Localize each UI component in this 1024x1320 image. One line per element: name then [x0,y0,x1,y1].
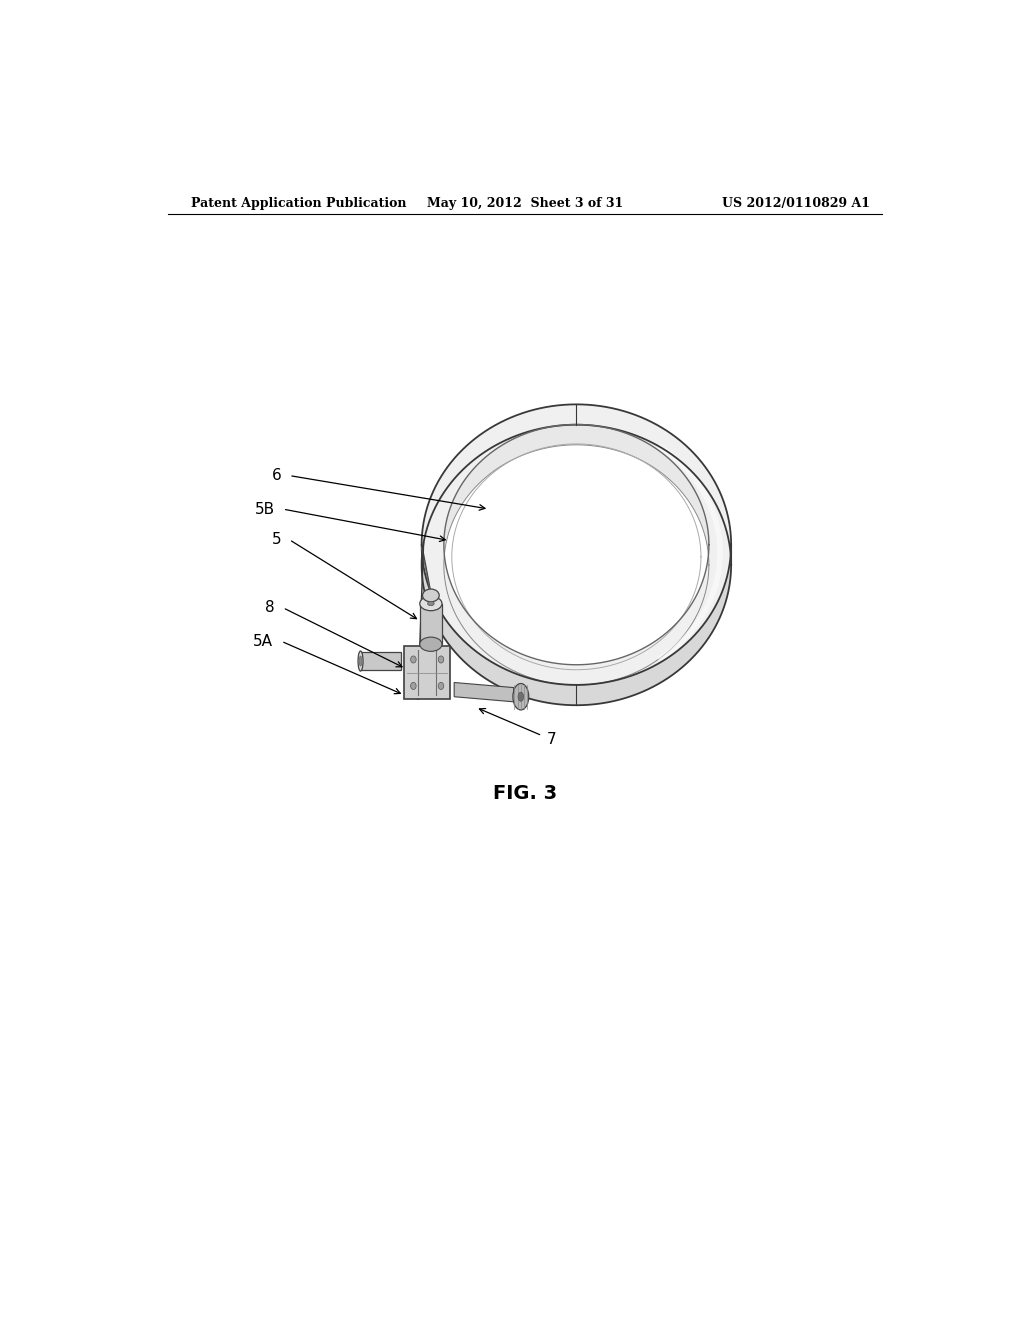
Ellipse shape [411,682,416,689]
Ellipse shape [359,656,361,667]
Ellipse shape [411,656,416,663]
Polygon shape [422,425,731,705]
Ellipse shape [420,638,442,651]
Text: 8: 8 [265,601,274,615]
Ellipse shape [423,589,439,602]
Text: FIG. 3: FIG. 3 [493,784,557,803]
Ellipse shape [358,651,364,671]
Text: May 10, 2012  Sheet 3 of 31: May 10, 2012 Sheet 3 of 31 [427,197,623,210]
Text: 7: 7 [547,733,557,747]
Ellipse shape [420,597,442,611]
Ellipse shape [438,682,443,689]
Text: Patent Application Publication: Patent Application Publication [191,197,407,210]
Polygon shape [420,603,442,644]
Text: 5A: 5A [253,634,273,648]
Ellipse shape [438,656,443,663]
Ellipse shape [513,684,528,710]
Text: 6: 6 [271,469,282,483]
Polygon shape [360,652,401,671]
Ellipse shape [518,692,523,701]
Text: 5: 5 [271,532,282,546]
Text: 5B: 5B [255,502,274,516]
Text: US 2012/0110829 A1: US 2012/0110829 A1 [722,197,870,210]
FancyBboxPatch shape [404,647,451,700]
Polygon shape [422,545,731,705]
Ellipse shape [428,602,434,606]
Polygon shape [422,404,731,685]
Polygon shape [455,682,514,702]
